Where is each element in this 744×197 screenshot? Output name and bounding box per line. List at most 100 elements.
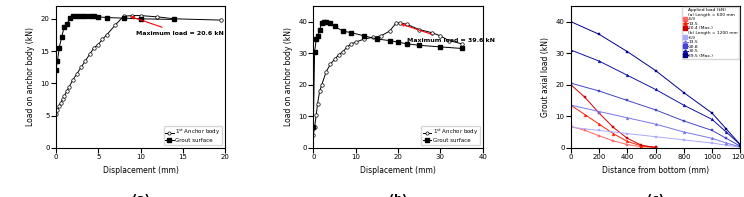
Grout surface <box>339 30 347 32</box>
1$^{st}$ Anchor body <box>309 134 318 136</box>
1$^{st}$ Anchor body <box>68 79 77 81</box>
Grout surface <box>119 17 128 19</box>
Text: (c): (c) <box>647 194 664 197</box>
Grout surface <box>402 43 411 45</box>
Grout surface <box>89 15 98 17</box>
1$^{st}$ Anchor body <box>170 18 179 20</box>
Grout surface <box>310 50 319 53</box>
1$^{st}$ Anchor body <box>376 35 385 37</box>
Grout surface <box>436 46 445 48</box>
Grout surface <box>65 17 74 19</box>
Grout surface <box>457 47 466 50</box>
Legend: Applied load (kN), (a) Length = 600 mm, 6.9, 13.5, 20.4 (Max.), (b) Length = 120: Applied load (kN), (a) Length = 600 mm, … <box>682 7 740 59</box>
Grout surface <box>62 23 71 25</box>
1$^{st}$ Anchor body <box>217 19 225 21</box>
Grout surface <box>326 22 335 24</box>
1$^{st}$ Anchor body <box>94 43 103 46</box>
1$^{st}$ Anchor body <box>55 105 64 107</box>
Grout surface <box>77 14 86 17</box>
Grout surface <box>72 14 81 17</box>
Grout surface <box>319 20 328 23</box>
Grout surface <box>373 38 382 40</box>
1$^{st}$ Anchor body <box>53 109 62 112</box>
1$^{st}$ Anchor body <box>318 84 327 86</box>
Y-axis label: Load on anchor body (kN): Load on anchor body (kN) <box>283 27 292 126</box>
1$^{st}$ Anchor body <box>351 41 360 43</box>
1$^{st}$ Anchor body <box>396 22 405 24</box>
1$^{st}$ Anchor body <box>51 113 60 115</box>
Grout surface <box>359 35 368 37</box>
1$^{st}$ Anchor body <box>436 35 445 37</box>
Grout surface <box>312 38 321 40</box>
1$^{st}$ Anchor body <box>359 38 368 40</box>
Grout surface <box>102 16 111 19</box>
1$^{st}$ Anchor body <box>414 28 423 31</box>
1$^{st}$ Anchor body <box>330 58 339 61</box>
1$^{st}$ Anchor body <box>98 38 107 41</box>
1$^{st}$ Anchor body <box>368 36 377 39</box>
1$^{st}$ Anchor body <box>65 85 74 88</box>
X-axis label: Distance from bottom (mm): Distance from bottom (mm) <box>602 165 709 175</box>
1$^{st}$ Anchor body <box>326 63 335 65</box>
1$^{st}$ Anchor body <box>58 98 67 101</box>
1$^{st}$ Anchor body <box>153 16 162 18</box>
Grout surface <box>53 59 62 62</box>
1$^{st}$ Anchor body <box>315 90 324 92</box>
1$^{st}$ Anchor body <box>77 66 86 68</box>
Legend: 1$^{st}$ Anchor body, Grout surface: 1$^{st}$ Anchor body, Grout surface <box>164 126 222 145</box>
1$^{st}$ Anchor body <box>402 23 411 25</box>
1$^{st}$ Anchor body <box>312 113 321 116</box>
1$^{st}$ Anchor body <box>457 43 466 45</box>
Grout surface <box>347 32 356 34</box>
Grout surface <box>86 14 94 17</box>
1$^{st}$ Anchor body <box>339 50 347 53</box>
Y-axis label: Load on anchor body (kN): Load on anchor body (kN) <box>26 27 35 126</box>
1$^{st}$ Anchor body <box>310 126 319 128</box>
X-axis label: Displacement (mm): Displacement (mm) <box>360 165 436 175</box>
Grout surface <box>309 126 318 128</box>
1$^{st}$ Anchor body <box>321 71 330 73</box>
Legend: 1$^{st}$ Anchor body, Grout surface: 1$^{st}$ Anchor body, Grout surface <box>421 126 480 145</box>
1$^{st}$ Anchor body <box>334 54 343 56</box>
Text: (b): (b) <box>389 194 407 197</box>
1$^{st}$ Anchor body <box>385 30 394 32</box>
Grout surface <box>170 18 179 21</box>
Line: Grout surface: Grout surface <box>54 14 176 72</box>
Grout surface <box>385 39 394 42</box>
1$^{st}$ Anchor body <box>391 22 400 24</box>
1$^{st}$ Anchor body <box>60 95 68 97</box>
1$^{st}$ Anchor body <box>428 32 437 34</box>
1$^{st}$ Anchor body <box>347 43 356 45</box>
Text: Maximum load = 20.6 kN: Maximum load = 20.6 kN <box>132 17 224 36</box>
Grout surface <box>315 28 324 31</box>
Grout surface <box>60 25 68 28</box>
Grout surface <box>55 47 64 49</box>
Grout surface <box>51 69 60 72</box>
Grout surface <box>318 21 327 24</box>
Y-axis label: Grout axial load (kN): Grout axial load (kN) <box>541 37 550 117</box>
X-axis label: Displacement (mm): Displacement (mm) <box>103 165 179 175</box>
1$^{st}$ Anchor body <box>343 46 352 48</box>
Line: Grout surface: Grout surface <box>312 20 464 129</box>
Grout surface <box>330 25 339 28</box>
1$^{st}$ Anchor body <box>119 15 128 17</box>
1$^{st}$ Anchor body <box>127 14 136 17</box>
Grout surface <box>68 15 77 17</box>
1$^{st}$ Anchor body <box>136 14 145 17</box>
1$^{st}$ Anchor body <box>444 39 453 42</box>
Grout surface <box>57 36 66 38</box>
Line: 1$^{st}$ Anchor body: 1$^{st}$ Anchor body <box>312 21 464 137</box>
1$^{st}$ Anchor body <box>313 102 322 105</box>
1$^{st}$ Anchor body <box>81 59 90 62</box>
Grout surface <box>321 21 330 23</box>
1$^{st}$ Anchor body <box>57 101 65 104</box>
Grout surface <box>94 16 103 18</box>
1$^{st}$ Anchor body <box>62 90 71 92</box>
Text: Maximum load = 39.6 kN: Maximum load = 39.6 kN <box>402 24 495 43</box>
Text: (a): (a) <box>132 194 150 197</box>
Grout surface <box>136 18 145 20</box>
Grout surface <box>81 14 90 17</box>
1$^{st}$ Anchor body <box>72 72 81 75</box>
Line: 1$^{st}$ Anchor body: 1$^{st}$ Anchor body <box>54 14 222 116</box>
Grout surface <box>414 44 423 46</box>
